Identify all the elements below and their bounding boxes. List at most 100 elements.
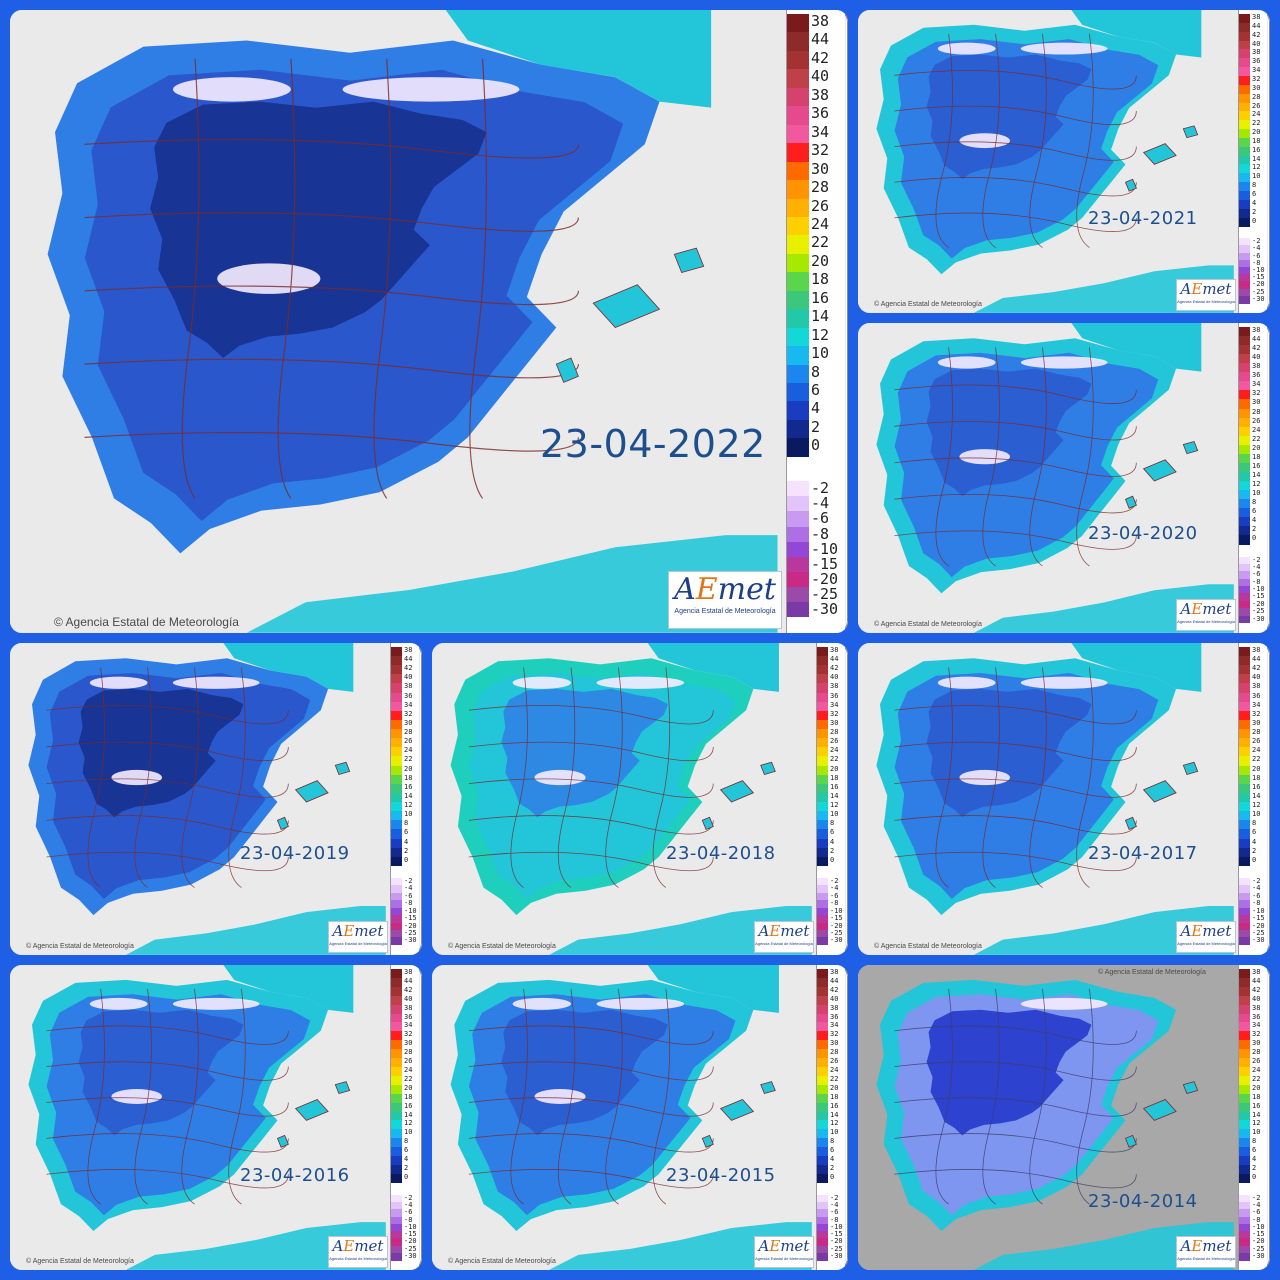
legend-swatch — [817, 1138, 828, 1148]
legend-swatch — [391, 710, 402, 721]
legend-swatch — [1239, 1120, 1250, 1130]
legend-swatch — [1239, 1058, 1250, 1068]
legend-swatch — [817, 1238, 828, 1247]
legend-label: 26 — [830, 737, 839, 746]
legend-swatch — [1239, 245, 1250, 254]
legend-swatch — [1239, 719, 1250, 730]
legend-swatch — [1239, 1245, 1250, 1254]
province-borders — [468, 667, 714, 888]
legend-swatch — [817, 1120, 828, 1130]
legend-label: 0 — [404, 855, 409, 864]
border-line — [46, 851, 289, 872]
province-borders — [468, 988, 714, 1205]
legend-label: 14 — [830, 1110, 839, 1119]
snow-patch — [1020, 42, 1108, 55]
legend-swatch — [817, 892, 828, 901]
border-line — [1076, 33, 1094, 248]
legend-label: 42 — [811, 48, 830, 67]
copyright-credit: © Agencia Estatal de Meteorología — [26, 943, 134, 950]
legend-label: 24 — [830, 1066, 839, 1074]
legend-label: 18 — [1252, 1092, 1261, 1101]
border-line — [935, 33, 953, 248]
legend-swatch — [787, 198, 809, 218]
legend-label: 38 — [830, 968, 839, 976]
legend-swatch — [787, 496, 809, 512]
legend-swatch — [1239, 710, 1250, 721]
legend-label: 14 — [404, 1110, 413, 1119]
color-scale-legend: 38 44 42 40 38 36 34 32 30 28 26 24 22 20 18 16 14 12 10 8 6… — [1238, 10, 1267, 313]
cold-core — [501, 1009, 668, 1136]
map-date-label: 23-04-2021 — [1088, 208, 1198, 229]
snow-patch — [1020, 676, 1108, 689]
legend-swatch — [391, 969, 402, 979]
legend-label: -20 — [404, 1237, 417, 1246]
legend-swatch — [391, 892, 402, 901]
legend-label: 14 — [830, 791, 839, 800]
legend-swatch — [391, 1031, 402, 1041]
legend-swatch — [391, 1147, 402, 1157]
logo-letter-a: A — [758, 1237, 770, 1255]
legend-swatch — [391, 930, 402, 938]
africa-coast — [125, 906, 386, 955]
legend-swatch — [391, 907, 402, 916]
legend-swatch — [391, 738, 402, 748]
legend-label: -6 — [830, 1208, 839, 1217]
logo-letter-a: A — [758, 922, 770, 940]
legend-swatch — [1239, 462, 1250, 473]
legend-label: 16 — [1252, 461, 1261, 470]
snow-patch — [596, 997, 685, 1010]
legend-label: -8 — [811, 524, 830, 543]
legend-swatch — [1239, 847, 1250, 858]
legend-swatch — [391, 1084, 402, 1095]
legend-swatch — [1239, 1111, 1250, 1121]
island — [1182, 125, 1199, 139]
island — [334, 1081, 351, 1094]
legend-label: 38 — [1252, 968, 1261, 976]
legend-swatch — [1239, 756, 1250, 767]
legend-swatch — [1239, 783, 1250, 794]
legend-label: 10 — [1252, 489, 1261, 498]
snow-patch — [172, 77, 291, 102]
legend-swatch — [1239, 600, 1250, 609]
legend-label: 16 — [404, 1101, 413, 1110]
map-panel-2016: 38 44 42 40 38 36 34 32 30 28 26 24 22 20 18 16 14 12 10 8 6… — [10, 965, 422, 1270]
legend-swatch — [787, 309, 809, 329]
legend-swatch — [1239, 900, 1250, 909]
legend-swatch — [391, 1231, 402, 1239]
legend-label: 4 — [1252, 516, 1257, 525]
legend-swatch — [1239, 1022, 1250, 1032]
map-date-label: 23-04-2016 — [240, 1165, 350, 1186]
border-line — [46, 705, 289, 725]
legend-label: -4 — [1252, 244, 1261, 253]
legend-label: -15 — [811, 554, 839, 573]
legend-label: -20 — [404, 921, 417, 930]
legend-swatch — [391, 692, 402, 703]
legend-swatch — [1239, 1194, 1250, 1203]
legend-swatch — [817, 937, 828, 946]
logo-subtitle: Agencia Estatal de Meteorología — [1177, 619, 1235, 624]
legend-swatch — [391, 1252, 402, 1261]
legend-label: 8 — [1252, 498, 1257, 507]
legend-swatch — [1239, 471, 1250, 482]
legend-swatch — [1239, 93, 1250, 103]
legend-label: -6 — [1252, 251, 1261, 260]
island — [701, 1134, 714, 1148]
legend-label: -2 — [1252, 877, 1261, 886]
legend-swatch — [391, 1049, 402, 1059]
legend-label: 44 — [1252, 21, 1261, 30]
legend-label: 0 — [1252, 855, 1257, 864]
border-line — [982, 988, 1000, 1205]
legend-swatch — [787, 586, 809, 603]
legend-swatch — [1239, 327, 1250, 337]
legend-swatch — [391, 729, 402, 739]
legend-label: 12 — [1252, 801, 1261, 810]
legend-swatch — [391, 856, 402, 867]
temperature-map — [858, 643, 1238, 955]
legend-label: -4 — [1252, 884, 1261, 893]
border-line — [46, 1169, 289, 1189]
legend-label: 40 — [830, 994, 839, 1003]
legend-swatch — [817, 1049, 828, 1059]
logo-letter-a: A — [1180, 922, 1192, 940]
snow-patch — [1020, 997, 1108, 1010]
legend-label: 18 — [404, 773, 413, 782]
